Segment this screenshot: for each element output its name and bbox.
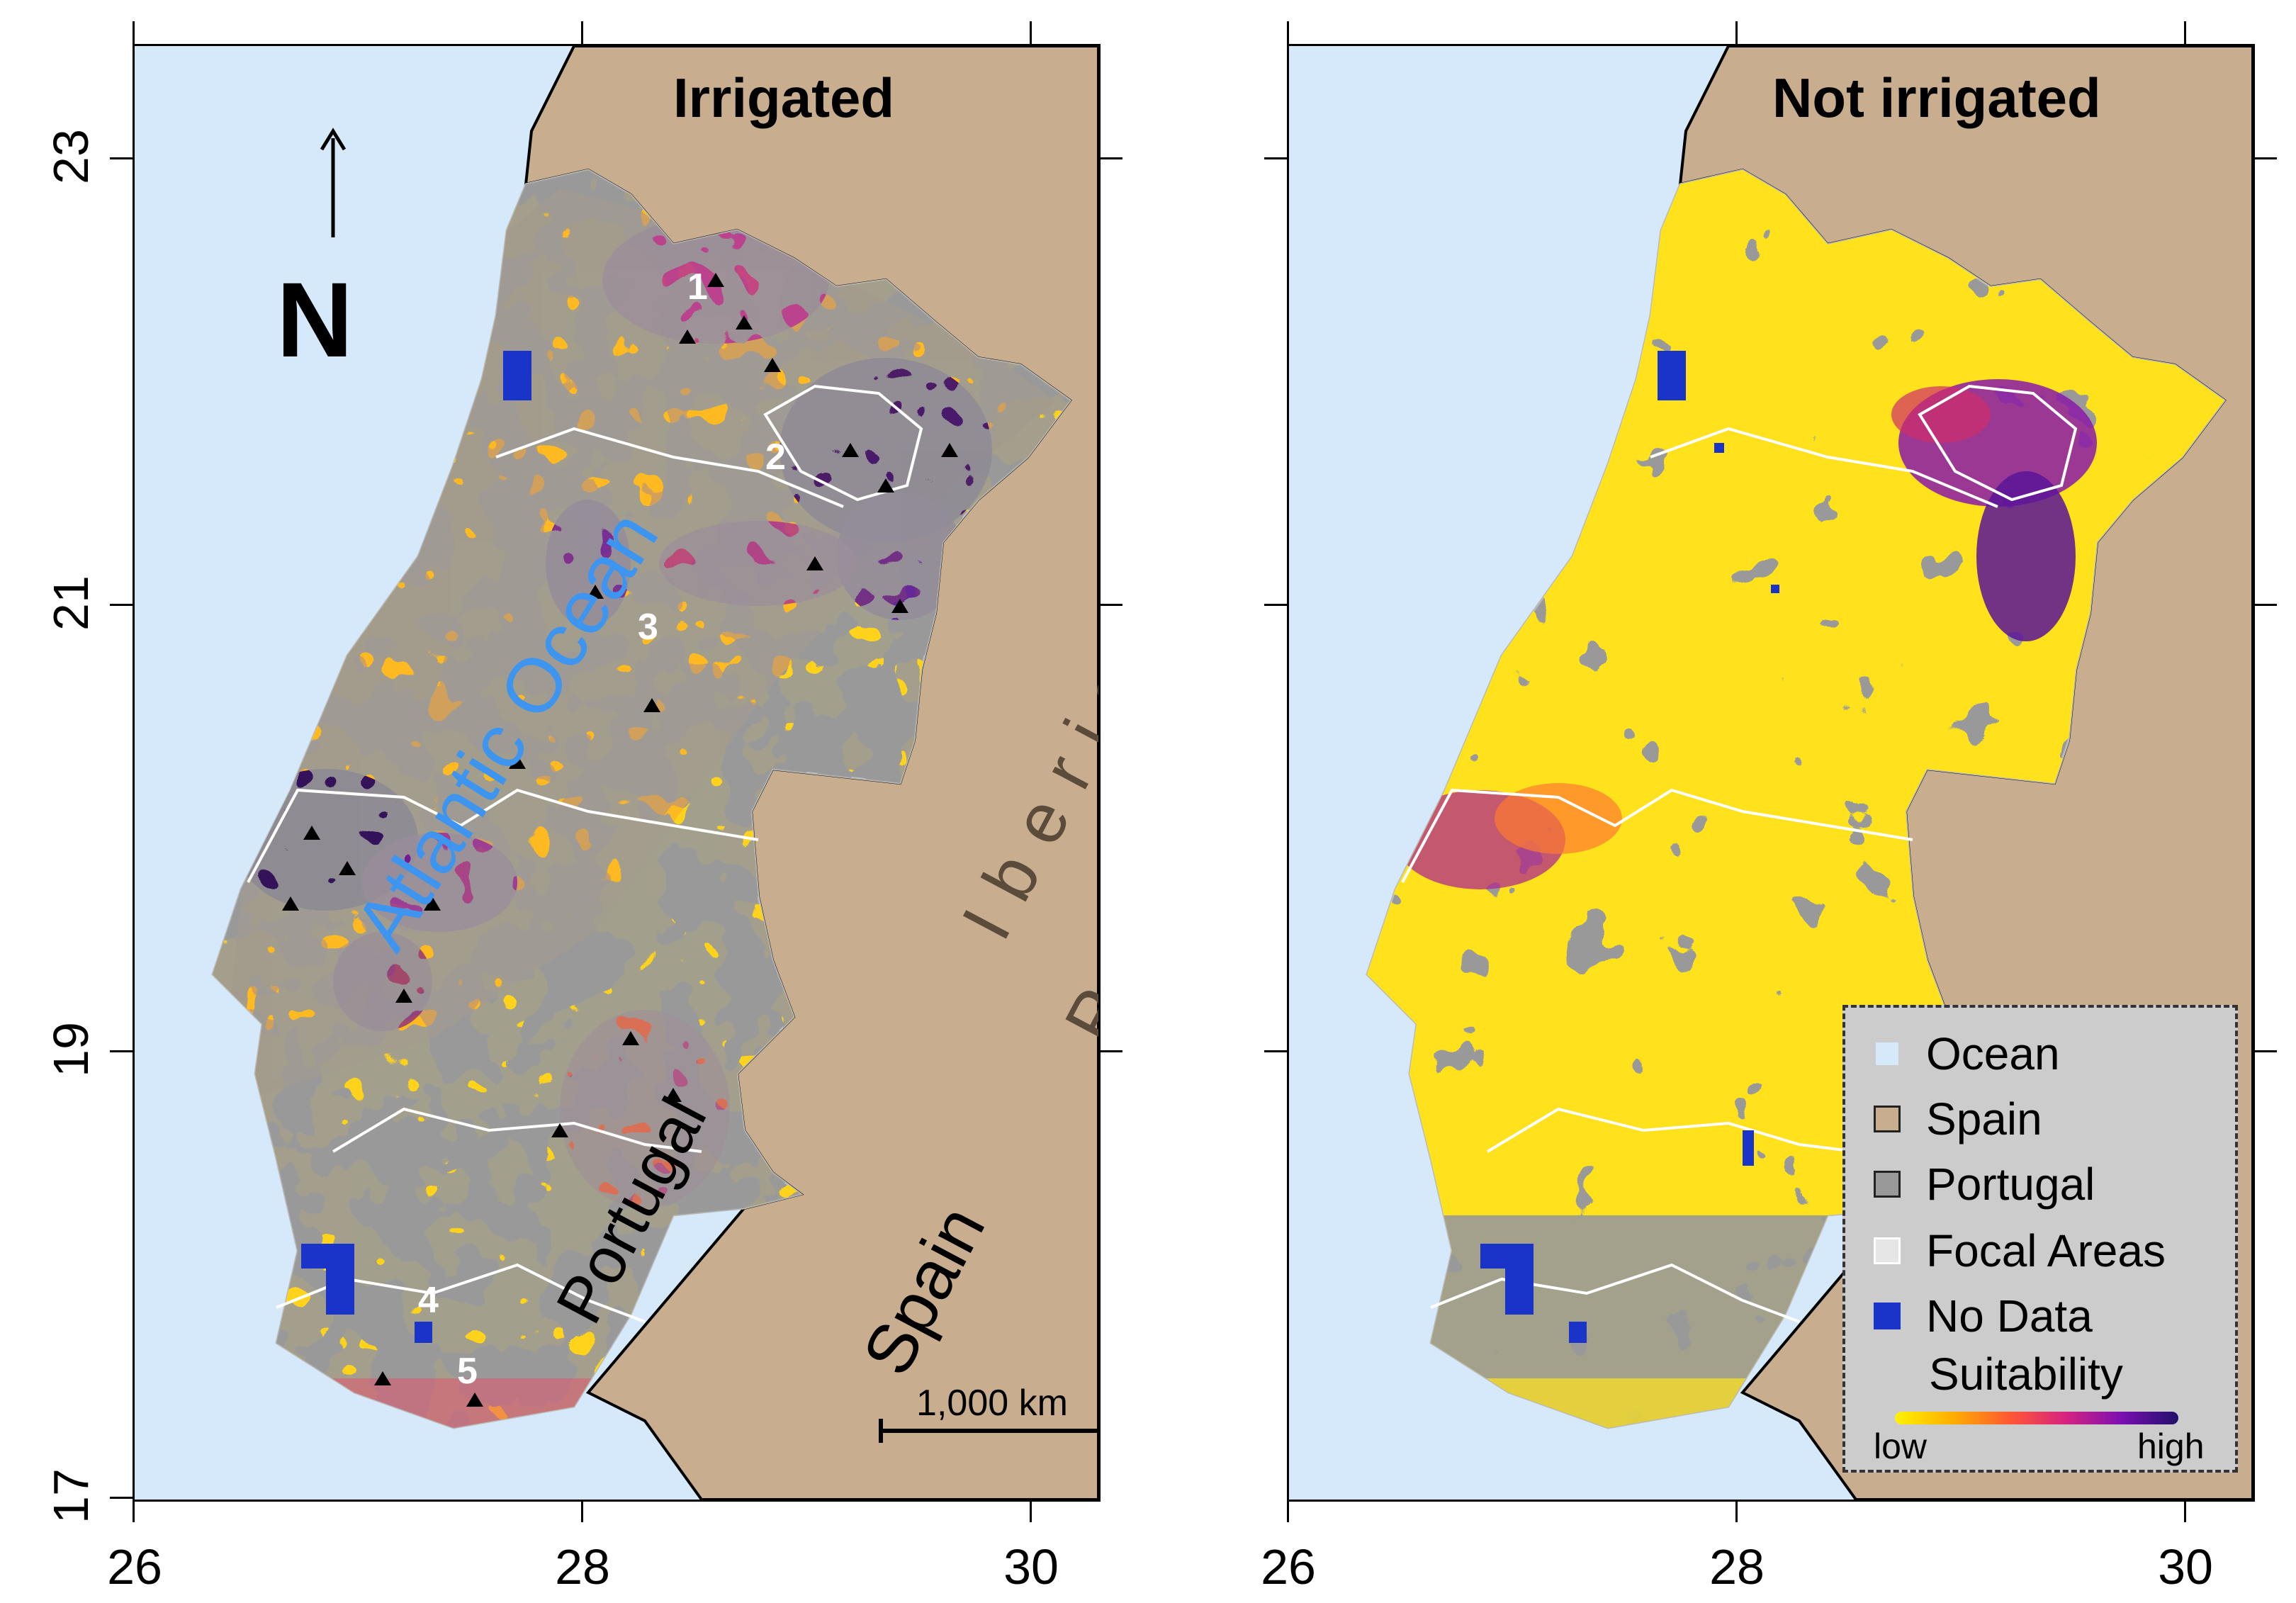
scale-bar-label: 1,000 km <box>916 1383 1068 1424</box>
tick-mark <box>1100 604 1122 606</box>
legend-low-label: low <box>1874 1427 1928 1466</box>
focal-area-number: 4 <box>418 1280 439 1321</box>
tick-mark <box>1264 1050 1287 1052</box>
y-tick-label: 21 <box>43 575 99 631</box>
focal-area-number: 3 <box>638 607 658 648</box>
legend-item-ocean: Ocean <box>1874 1028 2060 1080</box>
tick-mark <box>2254 1050 2277 1052</box>
legend-label: Focal Areas <box>1926 1225 2166 1276</box>
map-panel-irrigated: Irrigated Atlantic Ocean Portugal Spain … <box>133 44 1101 1502</box>
legend-label: Portugal <box>1926 1159 2095 1210</box>
focal-area-number: 2 <box>765 437 786 478</box>
panel-title-not-irrigated: Not irrigated <box>1772 67 2101 129</box>
tick-mark <box>2184 1500 2186 1522</box>
tick-mark <box>133 21 135 44</box>
legend-label: Ocean <box>1926 1028 2060 1079</box>
map-legend: Ocean Spain Portugal Focal Areas No Data… <box>1842 1005 2238 1473</box>
tick-mark <box>110 1050 133 1052</box>
legend-item-no-data: No Data <box>1874 1290 2093 1342</box>
tick-mark <box>1030 21 1032 44</box>
scale-bar-line <box>879 1419 1098 1443</box>
tick-mark <box>1264 157 1287 159</box>
legend-swatch <box>1874 1171 1901 1198</box>
legend-suitability-title: Suitability <box>1929 1349 2123 1400</box>
panel-title-irrigated: Irrigated <box>673 67 895 129</box>
tick-mark <box>2254 604 2277 606</box>
no-data-patches <box>1480 351 1779 1343</box>
x-tick-label: 28 <box>555 1539 610 1594</box>
tick-mark <box>1030 1500 1032 1522</box>
tick-mark <box>1287 1500 1289 1522</box>
tick-mark <box>110 157 133 159</box>
x-tick-label: 28 <box>1709 1539 1765 1594</box>
y-tick-label: 17 <box>43 1468 99 1524</box>
tick-mark <box>1100 157 1122 159</box>
x-tick-label: 26 <box>1261 1539 1316 1594</box>
legend-swatch <box>1874 1237 1901 1264</box>
legend-suitability-gradient <box>1895 1412 2178 1424</box>
scale-bar: 1,000 km <box>879 1382 1098 1443</box>
north-arrow-icon <box>320 128 347 237</box>
map-irrigated <box>211 46 1098 1500</box>
y-tick-label: 23 <box>43 129 99 184</box>
tick-mark <box>1735 21 1738 44</box>
tick-mark <box>1100 1050 1122 1052</box>
legend-high-label: high <box>2137 1427 2205 1466</box>
tick-mark <box>2184 21 2186 44</box>
legend-swatch <box>1874 1040 1901 1067</box>
legend-swatch <box>1874 1303 1901 1329</box>
focal-area-number: 5 <box>457 1351 478 1392</box>
tick-mark <box>581 1500 583 1522</box>
x-tick-label: 30 <box>1003 1539 1059 1594</box>
presence-points <box>282 273 958 1407</box>
tick-mark <box>1735 1500 1738 1522</box>
focal-areas <box>1401 384 2078 1323</box>
legend-item-focal-areas: Focal Areas <box>1874 1225 2166 1277</box>
tick-mark <box>1264 604 1287 606</box>
legend-item-spain: Spain <box>1874 1093 2042 1145</box>
legend-item-portugal: Portugal <box>1874 1158 2095 1210</box>
north-label: N <box>276 260 354 379</box>
legend-label: Spain <box>1926 1093 2042 1144</box>
legend-label: No Data <box>1926 1290 2093 1342</box>
x-tick-label: 26 <box>107 1539 162 1594</box>
tick-mark <box>581 21 583 44</box>
legend-swatch <box>1874 1106 1901 1132</box>
x-tick-label: 30 <box>2158 1539 2213 1594</box>
tick-mark <box>2254 157 2277 159</box>
focal-area-number: 1 <box>687 266 708 308</box>
no-data-patches <box>301 351 531 1343</box>
tick-mark <box>110 604 133 606</box>
tick-mark <box>1287 21 1289 44</box>
tick-mark <box>133 1500 135 1522</box>
tick-mark <box>110 1497 133 1499</box>
y-tick-label: 19 <box>43 1022 99 1077</box>
